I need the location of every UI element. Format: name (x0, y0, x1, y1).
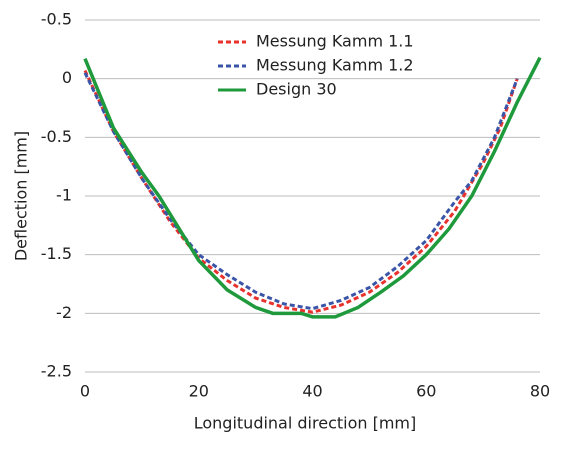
x-tick-label: 80 (530, 382, 550, 401)
legend-label: Messung Kamm 1.2 (256, 56, 414, 75)
y-tick-label: -1 (56, 186, 72, 205)
line-series (83, 72, 519, 311)
legend-label: Design 30 (256, 80, 337, 99)
legend-label: Messung Kamm 1.1 (256, 32, 414, 51)
y-tick-label: 0 (62, 68, 72, 87)
x-tick-label: 40 (302, 382, 322, 401)
y-tick-label: -2.5 (41, 362, 72, 381)
y-tick-label: -0.5 (41, 10, 72, 29)
x-tick-label: 60 (416, 382, 436, 401)
x-tick-label: 0 (80, 382, 90, 401)
y-tick-label: -2 (56, 303, 72, 322)
line-series (83, 69, 519, 314)
y-tick-label: -1.5 (41, 244, 72, 263)
y-axis-label: Deflection [mm] (12, 131, 31, 261)
line-series (83, 56, 542, 319)
y-tick-label: -0.5 (41, 127, 72, 146)
x-axis-label: Longitudinal direction [mm] (194, 414, 417, 433)
x-tick-label: 20 (189, 382, 209, 401)
